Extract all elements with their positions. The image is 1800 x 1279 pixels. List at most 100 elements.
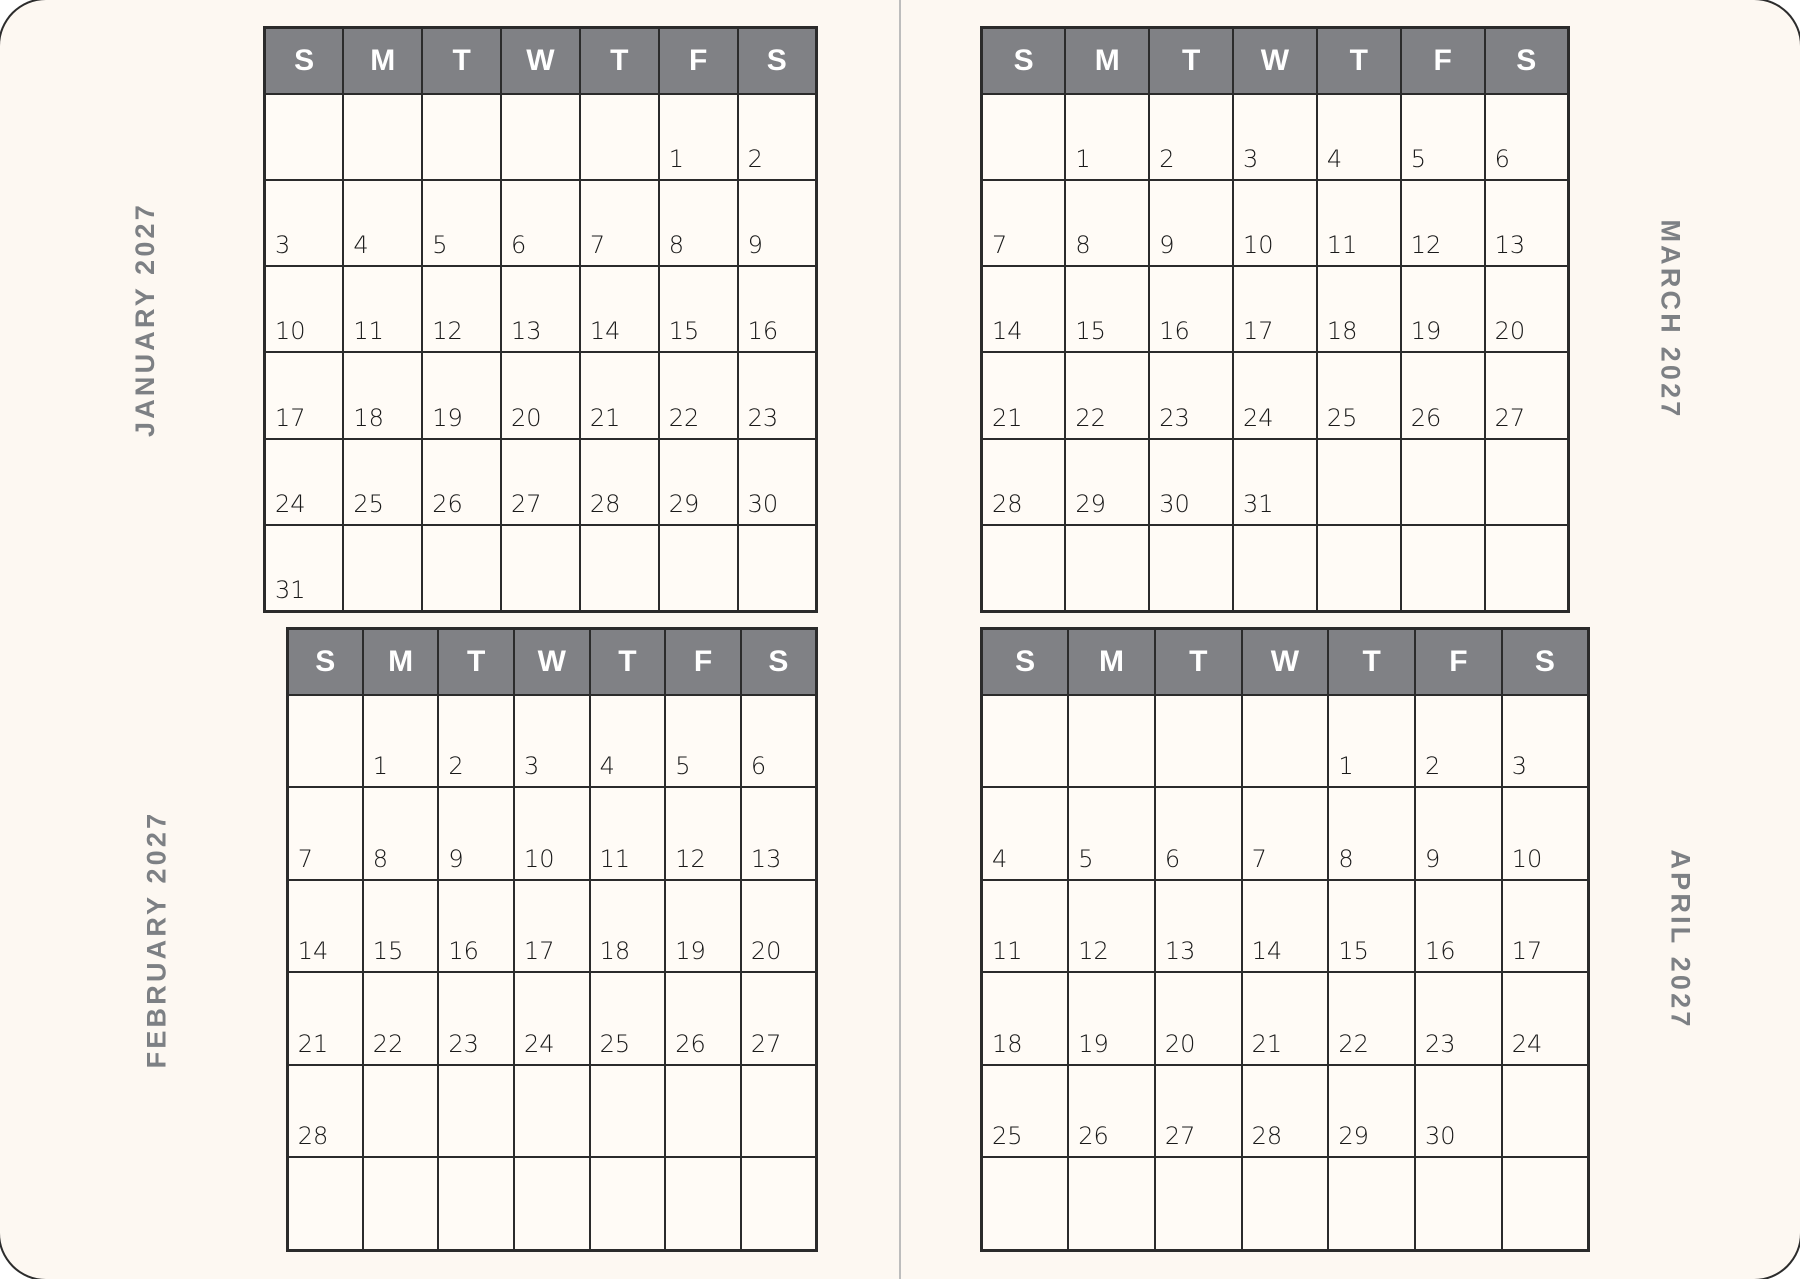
day-cell[interactable]: 9 [1414, 786, 1503, 881]
day-cell[interactable]: 10 [263, 265, 345, 354]
day-cell[interactable]: 27 [500, 437, 581, 526]
day-cell[interactable]: 28 [980, 437, 1067, 526]
day-cell[interactable]: 7 [1240, 786, 1330, 881]
day-cell[interactable]: 28 [286, 1063, 364, 1159]
day-cell[interactable]: 19 [664, 878, 742, 974]
day-cell[interactable]: 24 [263, 437, 345, 526]
day-cell[interactable]: 31 [1232, 437, 1318, 526]
day-cell[interactable]: 21 [1240, 971, 1330, 1066]
day-cell[interactable]: 15 [657, 265, 739, 354]
day-cell[interactable]: 26 [421, 437, 503, 526]
day-cell[interactable]: 4 [588, 693, 667, 789]
day-cell[interactable]: 5 [1399, 92, 1486, 182]
day-cell[interactable]: 8 [361, 786, 440, 881]
day-cell[interactable]: 21 [578, 351, 660, 440]
day-cell[interactable]: 24 [513, 971, 591, 1066]
day-cell[interactable]: 3 [263, 179, 345, 268]
day-cell[interactable]: 23 [736, 351, 818, 440]
day-cell[interactable]: 11 [1315, 179, 1402, 268]
day-cell[interactable]: 27 [1483, 351, 1570, 440]
day-cell[interactable]: 11 [588, 786, 667, 881]
day-cell[interactable]: 12 [421, 265, 503, 354]
day-cell[interactable]: 18 [980, 971, 1070, 1066]
day-cell[interactable]: 20 [739, 878, 818, 974]
day-cell[interactable]: 16 [1148, 265, 1235, 354]
day-cell[interactable]: 12 [1067, 878, 1156, 974]
day-cell[interactable]: 24 [1232, 351, 1318, 440]
day-cell[interactable]: 8 [1064, 179, 1151, 268]
day-cell[interactable]: 9 [736, 179, 818, 268]
day-cell[interactable]: 12 [1399, 179, 1486, 268]
day-cell[interactable]: 3 [513, 693, 591, 789]
day-cell[interactable]: 25 [588, 971, 667, 1066]
day-cell[interactable]: 12 [664, 786, 742, 881]
day-cell[interactable]: 1 [1064, 92, 1151, 182]
day-cell[interactable]: 8 [1327, 786, 1417, 881]
day-cell[interactable]: 9 [437, 786, 516, 881]
day-cell[interactable]: 6 [1483, 92, 1570, 182]
day-cell[interactable]: 6 [739, 693, 818, 789]
day-cell[interactable]: 21 [286, 971, 364, 1066]
day-cell[interactable]: 4 [342, 179, 424, 268]
day-cell[interactable]: 7 [286, 786, 364, 881]
day-cell[interactable]: 31 [263, 523, 345, 613]
day-cell[interactable]: 1 [657, 92, 739, 182]
day-cell[interactable]: 17 [263, 351, 345, 440]
day-cell[interactable]: 30 [1148, 437, 1235, 526]
calendar-table-april[interactable]: S M T W T F S 1 2 3 4 5 6 7 8 9 10 11 12 13 14 15 16 17 1… [980, 627, 1590, 1252]
day-cell[interactable]: 26 [1399, 351, 1486, 440]
day-cell[interactable]: 18 [588, 878, 667, 974]
day-cell[interactable]: 7 [578, 179, 660, 268]
day-cell[interactable]: 20 [500, 351, 581, 440]
day-cell[interactable]: 1 [361, 693, 440, 789]
day-cell[interactable]: 2 [437, 693, 516, 789]
day-cell[interactable]: 16 [437, 878, 516, 974]
day-cell[interactable]: 18 [342, 351, 424, 440]
day-cell[interactable]: 23 [1414, 971, 1503, 1066]
day-cell[interactable]: 10 [513, 786, 591, 881]
day-cell[interactable]: 5 [1067, 786, 1156, 881]
day-cell[interactable]: 22 [1327, 971, 1417, 1066]
day-cell[interactable]: 27 [739, 971, 818, 1066]
day-cell[interactable]: 11 [342, 265, 424, 354]
day-cell[interactable]: 26 [664, 971, 742, 1066]
day-cell[interactable]: 30 [1414, 1063, 1503, 1159]
day-cell[interactable]: 25 [980, 1063, 1070, 1159]
day-cell[interactable]: 19 [421, 351, 503, 440]
day-cell[interactable]: 14 [980, 265, 1067, 354]
day-cell[interactable]: 8 [657, 179, 739, 268]
day-cell[interactable]: 19 [1399, 265, 1486, 354]
day-cell[interactable]: 24 [1500, 971, 1590, 1066]
day-cell[interactable]: 10 [1500, 786, 1590, 881]
day-cell[interactable]: 17 [1232, 265, 1318, 354]
day-cell[interactable]: 17 [1500, 878, 1590, 974]
day-cell[interactable]: 15 [1327, 878, 1417, 974]
day-cell[interactable]: 15 [1064, 265, 1151, 354]
day-cell[interactable]: 2 [1414, 693, 1503, 789]
day-cell[interactable]: 25 [342, 437, 424, 526]
day-cell[interactable]: 23 [1148, 351, 1235, 440]
day-cell[interactable]: 29 [1327, 1063, 1417, 1159]
day-cell[interactable]: 14 [578, 265, 660, 354]
day-cell[interactable]: 13 [1153, 878, 1243, 974]
day-cell[interactable]: 30 [736, 437, 818, 526]
day-cell[interactable]: 5 [421, 179, 503, 268]
day-cell[interactable]: 9 [1148, 179, 1235, 268]
day-cell[interactable]: 13 [500, 265, 581, 354]
day-cell[interactable]: 29 [1064, 437, 1151, 526]
day-cell[interactable]: 5 [664, 693, 742, 789]
day-cell[interactable]: 1 [1327, 693, 1417, 789]
day-cell[interactable]: 28 [578, 437, 660, 526]
day-cell[interactable]: 26 [1067, 1063, 1156, 1159]
day-cell[interactable]: 13 [1483, 179, 1570, 268]
day-cell[interactable]: 27 [1153, 1063, 1243, 1159]
day-cell[interactable]: 22 [657, 351, 739, 440]
calendar-table-march[interactable]: S M T W T F S 1 2 3 4 5 6 7 8 9 10 11 12 13 14 15 16 17 1… [980, 26, 1570, 613]
day-cell[interactable]: 6 [500, 179, 581, 268]
day-cell[interactable]: 21 [980, 351, 1067, 440]
day-cell[interactable]: 2 [1148, 92, 1235, 182]
day-cell[interactable]: 22 [361, 971, 440, 1066]
day-cell[interactable]: 14 [286, 878, 364, 974]
day-cell[interactable]: 20 [1483, 265, 1570, 354]
day-cell[interactable]: 19 [1067, 971, 1156, 1066]
